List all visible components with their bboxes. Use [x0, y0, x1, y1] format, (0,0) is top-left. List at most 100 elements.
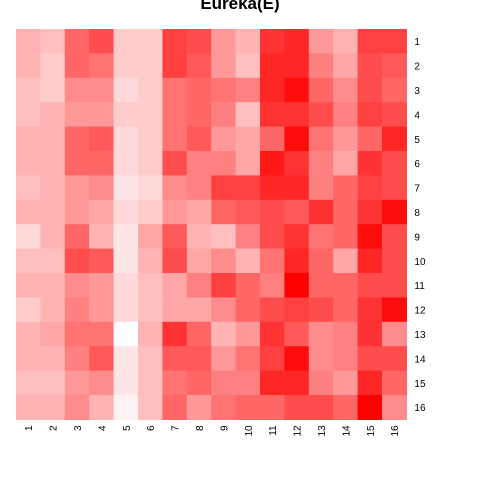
heatmap-cell [162, 395, 188, 420]
heatmap-cell [64, 199, 90, 225]
heatmap-cell [235, 395, 261, 420]
heatmap-cell [382, 224, 407, 250]
heatmap-cell [16, 297, 41, 323]
heatmap-cell [40, 199, 66, 225]
heatmap-cell [186, 53, 212, 79]
x-tick-label: 4 [97, 425, 108, 431]
chart-title: Eureka(E) [200, 0, 280, 13]
heatmap-cell [89, 248, 115, 274]
heatmap-cell [40, 53, 66, 79]
heatmap-cell [162, 126, 188, 152]
heatmap-cell [382, 321, 407, 347]
heatmap-cell [40, 346, 66, 372]
heatmap-cell [260, 346, 285, 372]
heatmap-cell [333, 77, 359, 103]
heatmap-cell [113, 199, 139, 225]
heatmap-cell [284, 248, 310, 274]
heatmap-cell [64, 29, 90, 54]
heatmap-cell [333, 321, 359, 347]
heatmap-cell [260, 151, 285, 176]
heatmap-cell [16, 53, 41, 79]
heatmap-cell [357, 370, 383, 396]
heatmap-cell [284, 199, 310, 225]
heatmap-cell [235, 273, 261, 298]
heatmap-cell [382, 77, 407, 103]
heatmap-cell [64, 248, 90, 274]
heatmap-cell [211, 77, 237, 103]
heatmap-cell [40, 77, 66, 103]
heatmap-cell [186, 102, 212, 128]
heatmap-cell [64, 224, 90, 250]
heatmap-cell [260, 102, 285, 128]
heatmap-cell [113, 224, 139, 250]
heatmap-cell [308, 395, 334, 420]
heatmap-cell [162, 29, 188, 54]
heatmap-cell [308, 29, 334, 54]
heatmap-cell [357, 175, 383, 201]
y-tick-label: 7 [414, 184, 420, 195]
heatmap-cell [113, 102, 139, 128]
heatmap-cell [211, 126, 237, 152]
heatmap-cell [211, 151, 237, 176]
x-tick-label: 13 [317, 425, 328, 437]
y-tick-label: 16 [414, 403, 426, 414]
x-tick-label: 10 [244, 425, 255, 437]
heatmap-cell [138, 102, 163, 128]
heatmap-cell [16, 273, 41, 298]
heatmap-cell [235, 346, 261, 372]
heatmap-cell [113, 53, 139, 79]
y-tick-label: 11 [414, 281, 425, 292]
heatmap-cell [308, 248, 334, 274]
heatmap-cell [138, 53, 163, 79]
heatmap-cell [89, 395, 115, 420]
heatmap-cell [16, 199, 41, 225]
heatmap-cell [186, 248, 212, 274]
heatmap-cell [16, 370, 41, 396]
heatmap-cell [357, 199, 383, 225]
heatmap-cell [186, 395, 212, 420]
heatmap-cell [138, 395, 163, 420]
heatmap-cell [40, 248, 66, 274]
x-tick-label: 1 [24, 425, 35, 431]
heatmap-cell [235, 77, 261, 103]
heatmap-cell [162, 248, 188, 274]
heatmap-cell [162, 102, 188, 128]
heatmap-cell [138, 77, 163, 103]
heatmap-cell [284, 224, 310, 250]
heatmap-cell [16, 395, 41, 420]
heatmap-cell [113, 29, 139, 54]
heatmap-cell [138, 370, 163, 396]
heatmap-cell [284, 29, 310, 54]
heatmap-cell [40, 151, 66, 176]
heatmap-cell [113, 77, 139, 103]
x-tick-label: 11 [268, 425, 279, 436]
y-tick-label: 2 [414, 62, 420, 73]
heatmap-cell [113, 346, 139, 372]
heatmap-cell [382, 53, 407, 79]
heatmap-cell [357, 102, 383, 128]
y-tick-label: 15 [414, 379, 426, 390]
heatmap-cell [357, 297, 383, 323]
heatmap-cell [89, 151, 115, 176]
heatmap-cell [382, 126, 407, 152]
heatmap-cell [333, 29, 359, 54]
heatmap-cell [357, 346, 383, 372]
x-tick-label: 16 [390, 425, 401, 437]
heatmap-cell [16, 77, 41, 103]
heatmap-cell [382, 102, 407, 128]
heatmap-cell [89, 321, 115, 347]
heatmap-cell [333, 248, 359, 274]
y-tick-label: 10 [414, 257, 426, 268]
heatmap-cell [235, 151, 261, 176]
y-tick-label: 13 [414, 330, 426, 341]
heatmap-cell [308, 151, 334, 176]
heatmap-cell [162, 346, 188, 372]
heatmap-cell [284, 395, 310, 420]
x-tick-label: 15 [366, 425, 377, 437]
heatmap-cell [89, 273, 115, 298]
heatmap-cell [357, 29, 383, 54]
heatmap-cell [333, 395, 359, 420]
heatmap-cell [64, 53, 90, 79]
x-tick-label: 9 [219, 425, 230, 431]
heatmap-cell [64, 151, 90, 176]
